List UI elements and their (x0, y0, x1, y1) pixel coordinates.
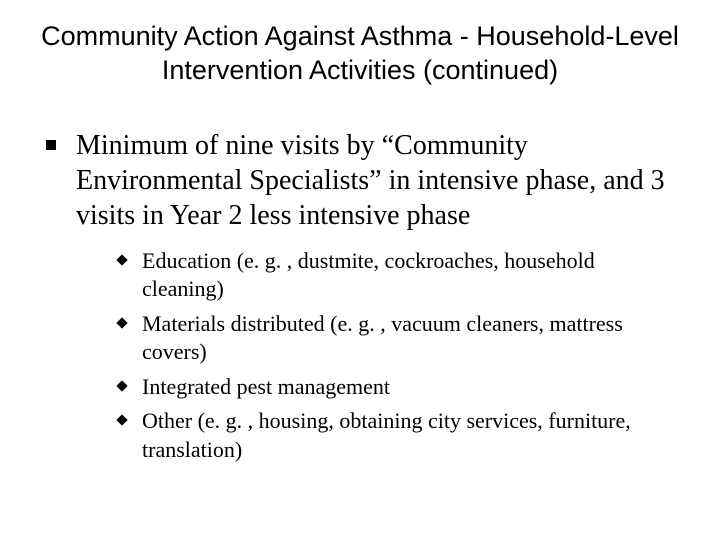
sub-bullet-text: Integrated pest management (142, 374, 390, 399)
sub-bullet: Education (e. g. , dustmite, cockroaches… (116, 247, 680, 304)
slide: Community Action Against Asthma - Househ… (0, 0, 720, 540)
bullet-main-text: Minimum of nine visits by “Community Env… (76, 130, 665, 231)
bullet-list-level1: Minimum of nine visits by “Community Env… (40, 128, 680, 465)
bullet-list-level2: Education (e. g. , dustmite, cockroaches… (76, 247, 680, 465)
bullet-main: Minimum of nine visits by “Community Env… (40, 128, 680, 465)
sub-bullet: Other (e. g. , housing, obtaining city s… (116, 407, 680, 464)
sub-bullet: Integrated pest management (116, 373, 680, 402)
sub-bullet-text: Education (e. g. , dustmite, cockroaches… (142, 248, 595, 302)
slide-title: Community Action Against Asthma - Househ… (40, 20, 680, 88)
sub-bullet-text: Materials distributed (e. g. , vacuum cl… (142, 311, 623, 365)
sub-bullet-text: Other (e. g. , housing, obtaining city s… (142, 408, 631, 462)
sub-bullet: Materials distributed (e. g. , vacuum cl… (116, 310, 680, 367)
